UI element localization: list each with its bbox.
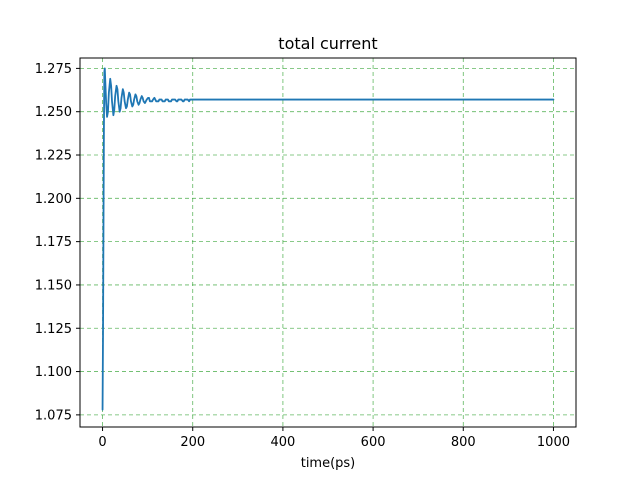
y-axis-ticks: 1.075 1.100 1.125 1.150 1.175 1.200 1.225 1.250… — [35, 62, 80, 423]
grid-layer — [80, 58, 576, 427]
x-tick-label: 200 — [180, 435, 205, 450]
y-tick-label: 1.125 — [35, 322, 72, 337]
x-tick-label: 800 — [451, 435, 476, 450]
y-tick-label: 1.100 — [35, 365, 72, 380]
x-tick-label: 1000 — [537, 435, 570, 450]
x-axis-label: time(ps) — [301, 456, 356, 471]
x-axis-ticks: 0 200 400 600 800 1000 — [98, 427, 570, 450]
x-tick-label: 0 — [98, 435, 106, 450]
x-tick-label: 600 — [361, 435, 386, 450]
y-tick-label: 1.200 — [35, 192, 72, 207]
y-tick-label: 1.275 — [35, 62, 72, 77]
x-tick-label: 400 — [270, 435, 295, 450]
y-tick-label: 1.175 — [35, 235, 72, 250]
series-layer — [101, 67, 555, 411]
y-tick-label: 1.075 — [35, 408, 72, 423]
y-tick-label: 1.250 — [35, 105, 72, 120]
series-line-total-current — [101, 67, 555, 411]
chart-title: total current — [278, 34, 377, 53]
y-tick-label: 1.150 — [35, 278, 72, 293]
y-tick-label: 1.225 — [35, 149, 72, 164]
plot-frame — [79, 57, 577, 428]
